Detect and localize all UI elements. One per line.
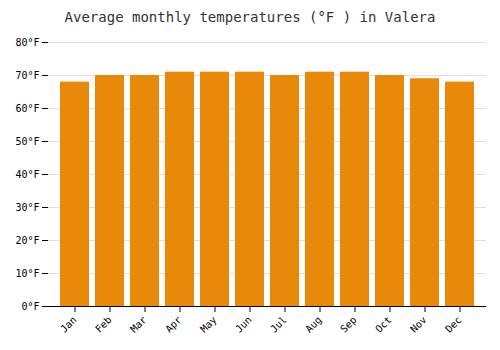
svg-text:0°F: 0°F xyxy=(21,301,39,312)
svg-text:Oct: Oct xyxy=(373,314,394,335)
svg-text:Jan: Jan xyxy=(58,314,79,335)
svg-text:Dec: Dec xyxy=(443,314,464,335)
svg-text:Sep: Sep xyxy=(338,314,359,335)
svg-text:50°F: 50°F xyxy=(15,136,39,147)
svg-text:30°F: 30°F xyxy=(15,202,39,213)
svg-text:80°F: 80°F xyxy=(15,37,39,48)
svg-text:May: May xyxy=(198,314,219,335)
svg-text:Feb: Feb xyxy=(93,314,114,335)
svg-text:Jul: Jul xyxy=(268,314,289,335)
svg-text:Aug: Aug xyxy=(303,314,324,335)
svg-text:60°F: 60°F xyxy=(15,103,39,114)
svg-text:10°F: 10°F xyxy=(15,268,39,279)
svg-text:Apr: Apr xyxy=(163,314,184,335)
svg-text:Nov: Nov xyxy=(408,314,429,335)
svg-text:20°F: 20°F xyxy=(15,235,39,246)
html-text:Average monthly temperatures (: Average monthly temperatures (°F ) in Va… xyxy=(64,9,436,25)
svg-text:Mar: Mar xyxy=(128,314,149,335)
svg-text:40°F: 40°F xyxy=(15,169,39,180)
svg-text:70°F: 70°F xyxy=(15,70,39,81)
svg-text:Jun: Jun xyxy=(233,314,254,335)
